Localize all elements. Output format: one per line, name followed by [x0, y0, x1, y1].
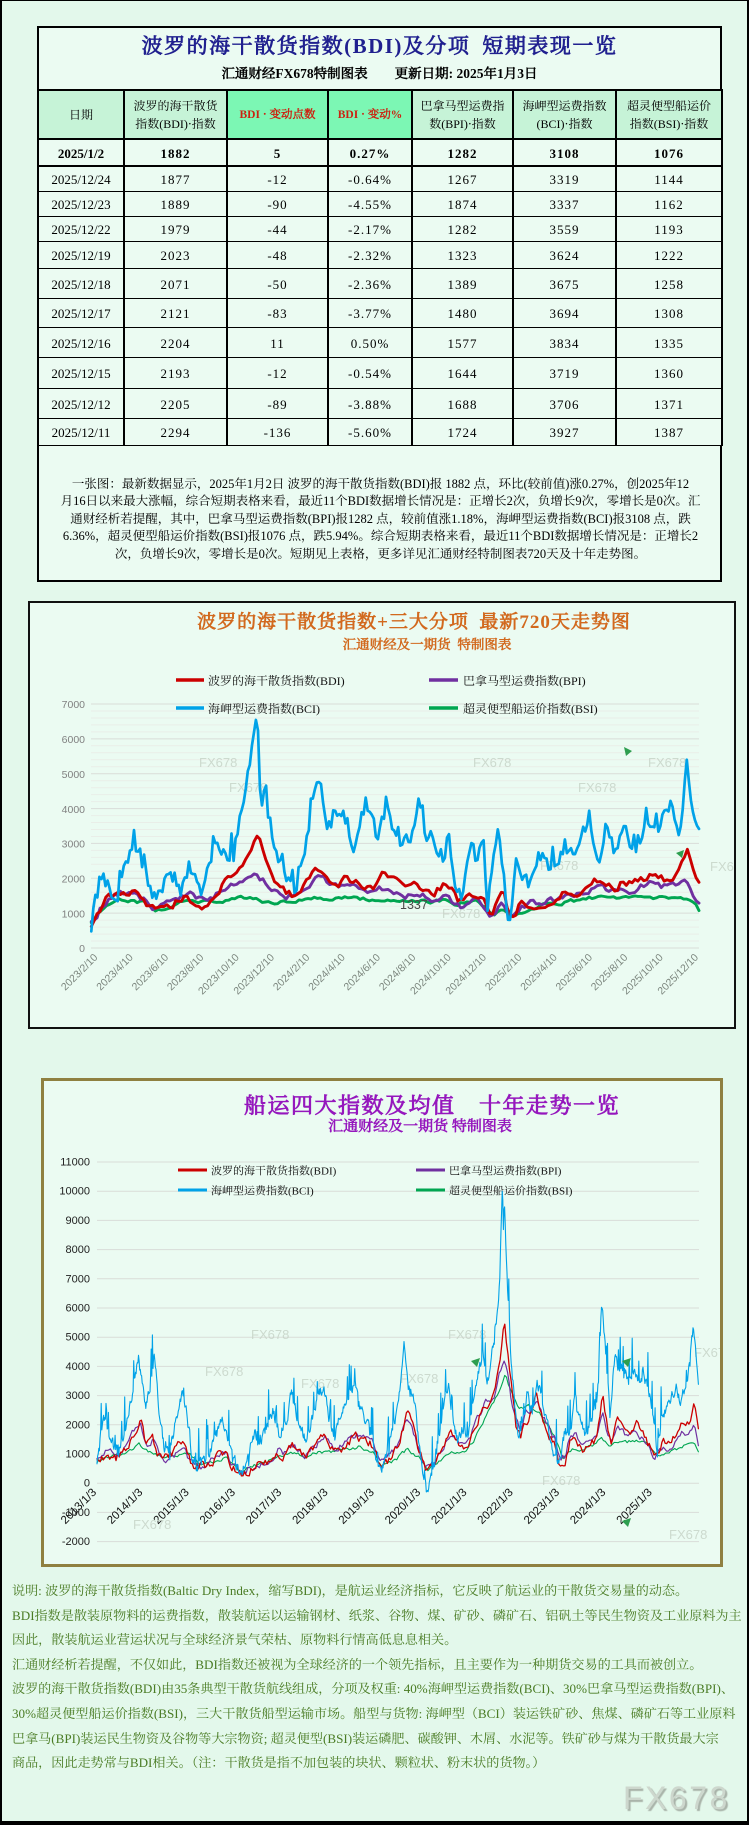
svg-text:FX678: FX678	[442, 903, 480, 922]
svg-text:2025/4/10: 2025/4/10	[517, 950, 561, 994]
svg-text:2023/1/3: 2023/1/3	[520, 1485, 563, 1528]
svg-text:FX678: FX678	[301, 1373, 339, 1392]
svg-text:2024/1/3: 2024/1/3	[566, 1485, 609, 1528]
svg-text:2025/1/3: 2025/1/3	[612, 1485, 655, 1528]
svg-text:8000: 8000	[66, 1241, 90, 1257]
svg-text:超灵便型船运价指数(BSI): 超灵便型船运价指数(BSI)	[463, 700, 598, 717]
svg-text:6000: 6000	[62, 732, 86, 747]
svg-text:2022/1/3: 2022/1/3	[474, 1485, 517, 1528]
svg-text:9000: 9000	[66, 1212, 90, 1228]
svg-text:FX678: FX678	[694, 1342, 720, 1361]
svg-text:1337: 1337	[400, 894, 428, 913]
svg-text:FX678: FX678	[133, 1514, 171, 1533]
svg-text:2019/1/3: 2019/1/3	[335, 1485, 378, 1528]
svg-text:7000: 7000	[66, 1270, 90, 1286]
svg-text:巴拿马型运费指数(BPI): 巴拿马型运费指数(BPI)	[463, 672, 586, 689]
svg-text:0: 0	[79, 941, 85, 956]
svg-text:1000: 1000	[66, 1446, 90, 1462]
svg-text:-1000: -1000	[62, 1504, 90, 1520]
svg-text:FX678: FX678	[473, 752, 511, 771]
svg-text:FX678: FX678	[448, 1324, 486, 1343]
svg-text:6000: 6000	[66, 1300, 90, 1316]
svg-text:波罗的海干散货指数(BDI): 波罗的海干散货指数(BDI)	[211, 1163, 337, 1179]
svg-text:2016/1/3: 2016/1/3	[196, 1485, 239, 1528]
svg-text:3000: 3000	[66, 1387, 90, 1403]
svg-text:2000: 2000	[66, 1416, 90, 1432]
svg-text:FX678: FX678	[400, 1368, 438, 1387]
svg-text:2000: 2000	[62, 872, 86, 887]
svg-text:FX678: FX678	[199, 752, 237, 771]
svg-text:2025/6/10: 2025/6/10	[552, 950, 596, 994]
svg-text:海岬型运费指数(BCI): 海岬型运费指数(BCI)	[211, 1183, 314, 1199]
svg-text:4000: 4000	[66, 1358, 90, 1374]
svg-text:2024/2/10: 2024/2/10	[269, 950, 313, 994]
svg-text:2025/2/10: 2025/2/10	[481, 950, 525, 994]
svg-text:巴拿马型运费指数(BPI): 巴拿马型运费指数(BPI)	[449, 1163, 562, 1179]
svg-text:11000: 11000	[60, 1154, 90, 1170]
svg-text:超灵便型船运价指数(BSI): 超灵便型船运价指数(BSI)	[449, 1183, 573, 1199]
svg-text:2023/4/10: 2023/4/10	[93, 950, 137, 994]
svg-text:5000: 5000	[62, 767, 86, 782]
svg-text:10000: 10000	[59, 1183, 90, 1199]
svg-text:2020/1/3: 2020/1/3	[381, 1485, 424, 1528]
svg-text:FX678: FX678	[229, 777, 267, 796]
svg-text:7000: 7000	[62, 697, 86, 712]
svg-text:FX678: FX678	[669, 1524, 707, 1543]
svg-text:-2000: -2000	[62, 1533, 90, 1549]
svg-text:FX678: FX678	[542, 1470, 580, 1489]
svg-text:波罗的海干散货指数(BDI): 波罗的海干散货指数(BDI)	[208, 672, 345, 689]
svg-text:2024/6/10: 2024/6/10	[340, 950, 384, 994]
svg-text:FX678: FX678	[710, 856, 734, 875]
svg-text:FX678: FX678	[205, 1361, 243, 1380]
svg-text:4000: 4000	[62, 802, 86, 817]
svg-text:1000: 1000	[62, 906, 86, 921]
svg-text:5000: 5000	[66, 1329, 90, 1345]
svg-text:FX678: FX678	[251, 1324, 289, 1343]
svg-text:2021/1/3: 2021/1/3	[427, 1485, 470, 1528]
svg-text:2017/1/3: 2017/1/3	[242, 1485, 285, 1528]
svg-text:3000: 3000	[62, 837, 86, 852]
svg-text:0: 0	[84, 1475, 90, 1491]
svg-text:FX678: FX678	[648, 752, 686, 771]
svg-text:2018/1/3: 2018/1/3	[288, 1485, 331, 1528]
svg-text:2023/6/10: 2023/6/10	[128, 950, 172, 994]
svg-text:2024/4/10: 2024/4/10	[305, 950, 349, 994]
svg-text:FX678: FX678	[578, 777, 616, 796]
svg-text:海岬型运费指数(BCI): 海岬型运费指数(BCI)	[208, 700, 320, 717]
svg-text:2023/2/10: 2023/2/10	[57, 950, 101, 994]
